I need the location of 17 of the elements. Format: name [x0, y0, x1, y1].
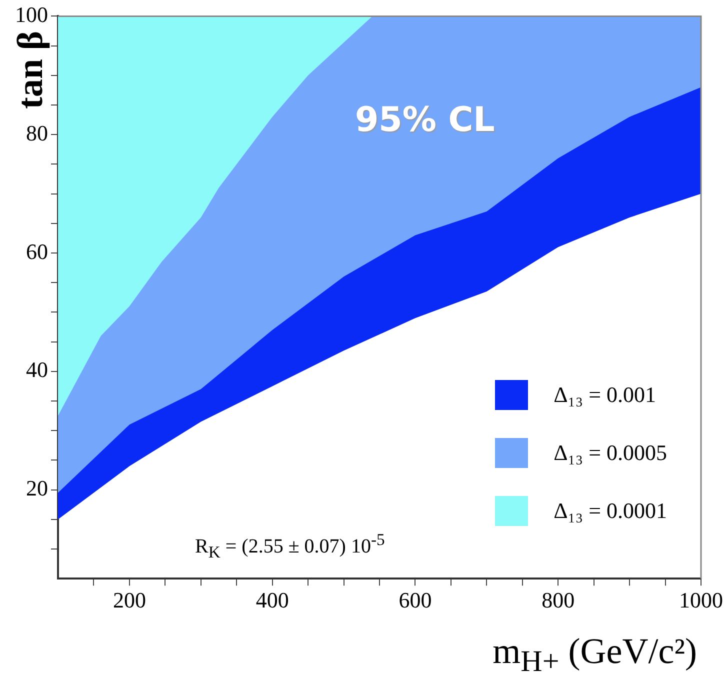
- x-tick-label: 200: [112, 588, 146, 613]
- legend-label: Δ₁₃ = 0.0005: [554, 440, 667, 466]
- annotation: 95% CL: [355, 100, 495, 140]
- y-tick-label: 60: [26, 238, 48, 264]
- x-axis-title: m$_{H+}$ (GeV/c²): [492, 630, 697, 680]
- y-tick-label: 100: [15, 2, 48, 27]
- y-axis-title: tan β: [10, 31, 50, 109]
- y-tick-label: 40: [26, 357, 48, 382]
- legend-label: Δ₁₃ = 0.0001: [554, 498, 667, 524]
- x-tick-label: 400: [256, 588, 289, 613]
- x-tick-label: 800: [542, 588, 575, 613]
- annotation: R$_{K}$ = (2.55 ± 0.07) 10$^{-5}$: [195, 530, 385, 563]
- legend-label: Δ₁₃ = 0.001: [554, 382, 656, 408]
- x-tick-label: 1000: [679, 588, 723, 613]
- y-tick-label: 80: [26, 120, 48, 146]
- x-tick-label: 600: [398, 588, 432, 613]
- y-tick-label: 20: [26, 476, 48, 501]
